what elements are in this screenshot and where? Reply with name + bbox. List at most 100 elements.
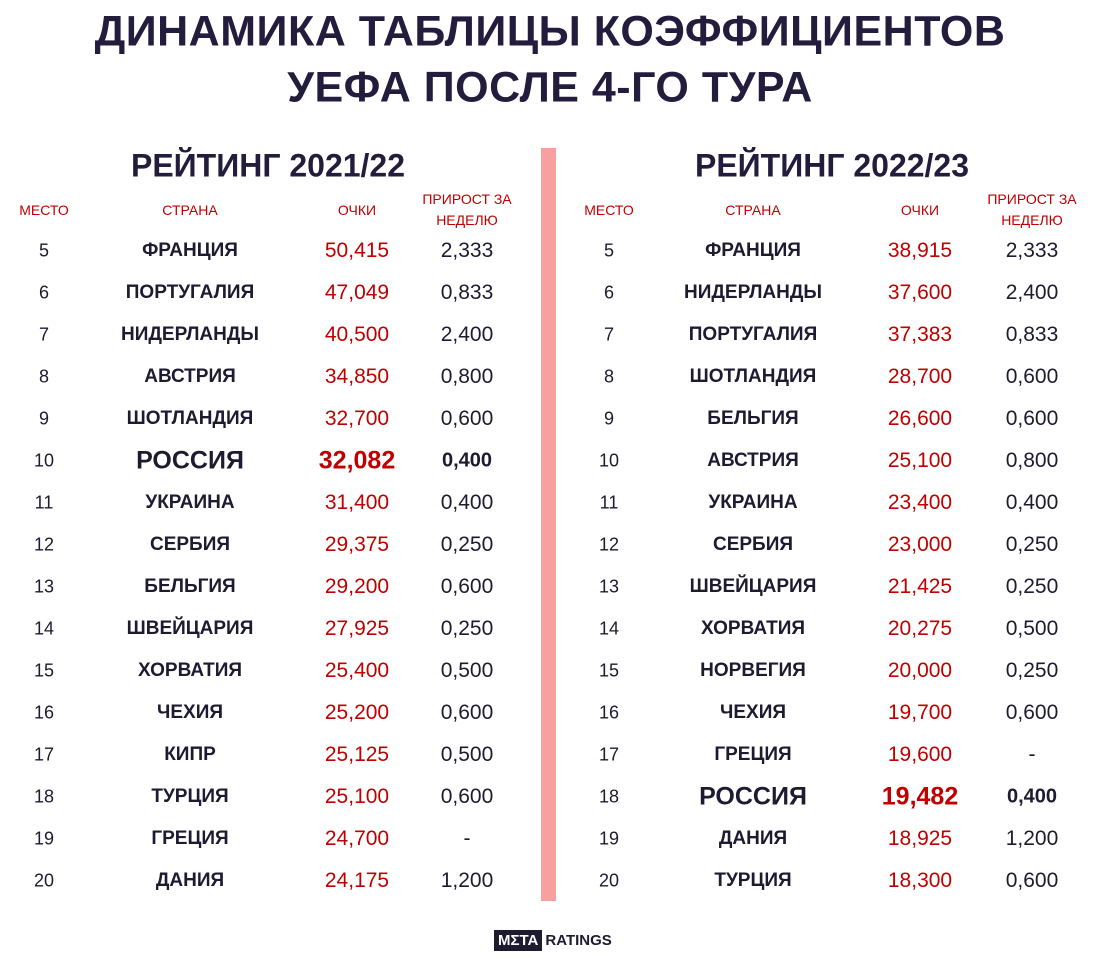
country: АВСТРИЯ — [144, 366, 236, 387]
weekly-gain: 0,600 — [1005, 407, 1059, 430]
country: УКРАИНА — [145, 492, 235, 513]
points: 25,200 — [324, 701, 390, 724]
weekly-gain: - — [463, 827, 471, 850]
logo: MΣTA RATINGS — [494, 929, 612, 951]
place: 14 — [598, 618, 620, 639]
country: ТУРЦИЯ — [714, 870, 792, 891]
points: 37,600 — [887, 281, 953, 304]
weekly-gain: 0,600 — [440, 701, 494, 724]
weekly-gain: 0,500 — [440, 743, 494, 766]
points: 20,275 — [887, 617, 953, 640]
country: ТУРЦИЯ — [151, 786, 229, 807]
points: 25,100 — [887, 449, 953, 472]
place: 6 — [603, 282, 615, 303]
weekly-gain: 0,250 — [440, 533, 494, 556]
weekly-gain: 0,600 — [440, 575, 494, 598]
weekly-gain: 0,250 — [1005, 533, 1059, 556]
points: 29,375 — [324, 533, 390, 556]
weekly-gain: 0,600 — [440, 407, 494, 430]
place: 10 — [598, 450, 620, 471]
points: 21,425 — [887, 575, 953, 598]
country: НИДЕРЛАНДЫ — [121, 324, 259, 345]
country: ЧЕХИЯ — [156, 702, 224, 723]
country: ФРАНЦИЯ — [705, 240, 801, 261]
weekly-gain: 0,833 — [440, 281, 494, 304]
column-header: ОЧКИ — [900, 202, 940, 218]
place: 8 — [603, 366, 615, 387]
weekly-gain: 0,500 — [1005, 617, 1059, 640]
points: 32,700 — [324, 407, 390, 430]
weekly-gain: 1,200 — [1005, 827, 1059, 850]
points: 32,082 — [318, 446, 396, 475]
country: ШОТЛАНДИЯ — [689, 366, 817, 387]
points: 29,200 — [324, 575, 390, 598]
country: ХОРВАТИЯ — [700, 618, 806, 639]
weekly-gain: 2,333 — [1005, 239, 1059, 262]
country: ПОРТУГАЛИЯ — [125, 282, 255, 303]
table-title: РЕЙТИНГ 2021/22 — [130, 147, 406, 184]
place: 19 — [33, 828, 55, 849]
logo-left: MΣTA — [494, 929, 543, 951]
place: 14 — [33, 618, 55, 639]
country: БЕЛЬГИЯ — [144, 576, 236, 597]
country: РОССИЯ — [699, 782, 807, 811]
place: 5 — [38, 240, 50, 261]
country: БЕЛЬГИЯ — [707, 408, 799, 429]
points: 34,850 — [324, 365, 390, 388]
place: 7 — [38, 324, 50, 345]
points: 25,100 — [324, 785, 390, 808]
place: 13 — [33, 576, 55, 597]
place: 9 — [603, 408, 615, 429]
title-line: ДИНАМИКА ТАБЛИЦЫ КОЭФФИЦИЕНТОВ — [94, 7, 1006, 56]
points: 19,600 — [887, 743, 953, 766]
place: 10 — [33, 450, 55, 471]
place: 6 — [38, 282, 50, 303]
country: СЕРБИЯ — [149, 534, 231, 555]
points: 18,300 — [887, 869, 953, 892]
weekly-gain: 0,400 — [1005, 491, 1059, 514]
weekly-gain: 2,400 — [440, 323, 494, 346]
weekly-gain: 0,833 — [1005, 323, 1059, 346]
points: 38,915 — [887, 239, 953, 262]
title-line: УЕФА ПОСЛЕ 4-ГО ТУРА — [287, 63, 813, 112]
country: АВСТРИЯ — [707, 450, 799, 471]
points: 37,383 — [887, 323, 953, 346]
weekly-gain: 0,600 — [1005, 701, 1059, 724]
country: ПОРТУГАЛИЯ — [688, 324, 818, 345]
country: НОРВЕГИЯ — [700, 660, 806, 681]
weekly-gain: 0,600 — [1005, 869, 1059, 892]
place: 12 — [33, 534, 55, 555]
place: 16 — [598, 702, 620, 723]
weekly-gain: 2,400 — [1005, 281, 1059, 304]
points: 28,700 — [887, 365, 953, 388]
table-title: РЕЙТИНГ 2022/23 — [694, 147, 970, 184]
weekly-gain: 0,400 — [1006, 785, 1058, 808]
place: 17 — [598, 744, 620, 765]
points: 27,925 — [324, 617, 390, 640]
place: 18 — [598, 786, 620, 807]
place: 13 — [598, 576, 620, 597]
place: 15 — [33, 660, 55, 681]
country: ДАНИЯ — [155, 870, 225, 891]
weekly-gain: 0,250 — [1005, 575, 1059, 598]
weekly-gain: - — [1028, 743, 1036, 766]
points: 25,125 — [324, 743, 390, 766]
country: ШВЕЙЦАРИЯ — [689, 576, 817, 597]
points: 40,500 — [324, 323, 390, 346]
place: 17 — [33, 744, 55, 765]
country: ГРЕЦИЯ — [151, 828, 229, 849]
column-header: СТРАНА — [162, 202, 218, 218]
weekly-gain: 0,800 — [1005, 449, 1059, 472]
column-header: МЕСТО — [19, 202, 69, 218]
points: 47,049 — [324, 281, 390, 304]
points: 25,400 — [324, 659, 390, 682]
weekly-gain: 0,800 — [440, 365, 494, 388]
place: 5 — [603, 240, 615, 261]
place: 8 — [38, 366, 50, 387]
place: 12 — [598, 534, 620, 555]
points: 19,700 — [887, 701, 953, 724]
column-header: СТРАНА — [725, 202, 781, 218]
place: 15 — [598, 660, 620, 681]
points: 18,925 — [887, 827, 953, 850]
